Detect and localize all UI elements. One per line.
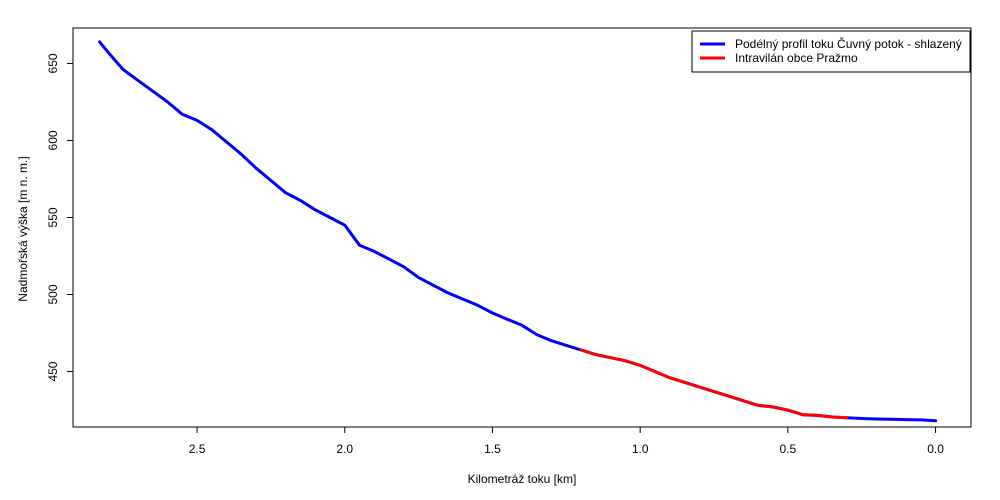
legend: Podélný profil toku Čuvný potok - shlaze… <box>691 30 971 73</box>
legend-box <box>691 30 971 73</box>
y-tick-label: 450 <box>46 361 60 381</box>
series-layer <box>98 40 938 423</box>
y-axis: 450 500 550 600 650 <box>46 53 73 382</box>
series-line-profile <box>98 40 938 423</box>
series-line-intravilan <box>579 348 849 420</box>
x-tick-label: 1.0 <box>632 442 649 456</box>
y-tick-label: 550 <box>46 207 60 227</box>
plot-frame <box>72 27 972 428</box>
legend-label-intravilan: Intravilán obce Pražmo <box>735 51 858 65</box>
x-tick-label: 1.5 <box>484 442 501 456</box>
y-tick-label: 600 <box>46 130 60 150</box>
y-axis-title: Nadmořská výška [m n. m.] <box>16 156 30 301</box>
x-tick-label: 2.5 <box>189 442 206 456</box>
x-tick-label: 0.0 <box>927 442 944 456</box>
x-tick-label: 0.5 <box>780 442 797 456</box>
y-tick-label: 500 <box>46 284 60 304</box>
x-axis-title: Kilometráž toku [km] <box>468 472 577 486</box>
y-tick-label: 650 <box>46 53 60 73</box>
x-tick-label: 2.0 <box>336 442 353 456</box>
legend-label-profile: Podélný profil toku Čuvný potok - shlaze… <box>735 36 962 51</box>
x-axis: 2.5 2.0 1.5 1.0 0.5 0.0 <box>189 427 944 456</box>
